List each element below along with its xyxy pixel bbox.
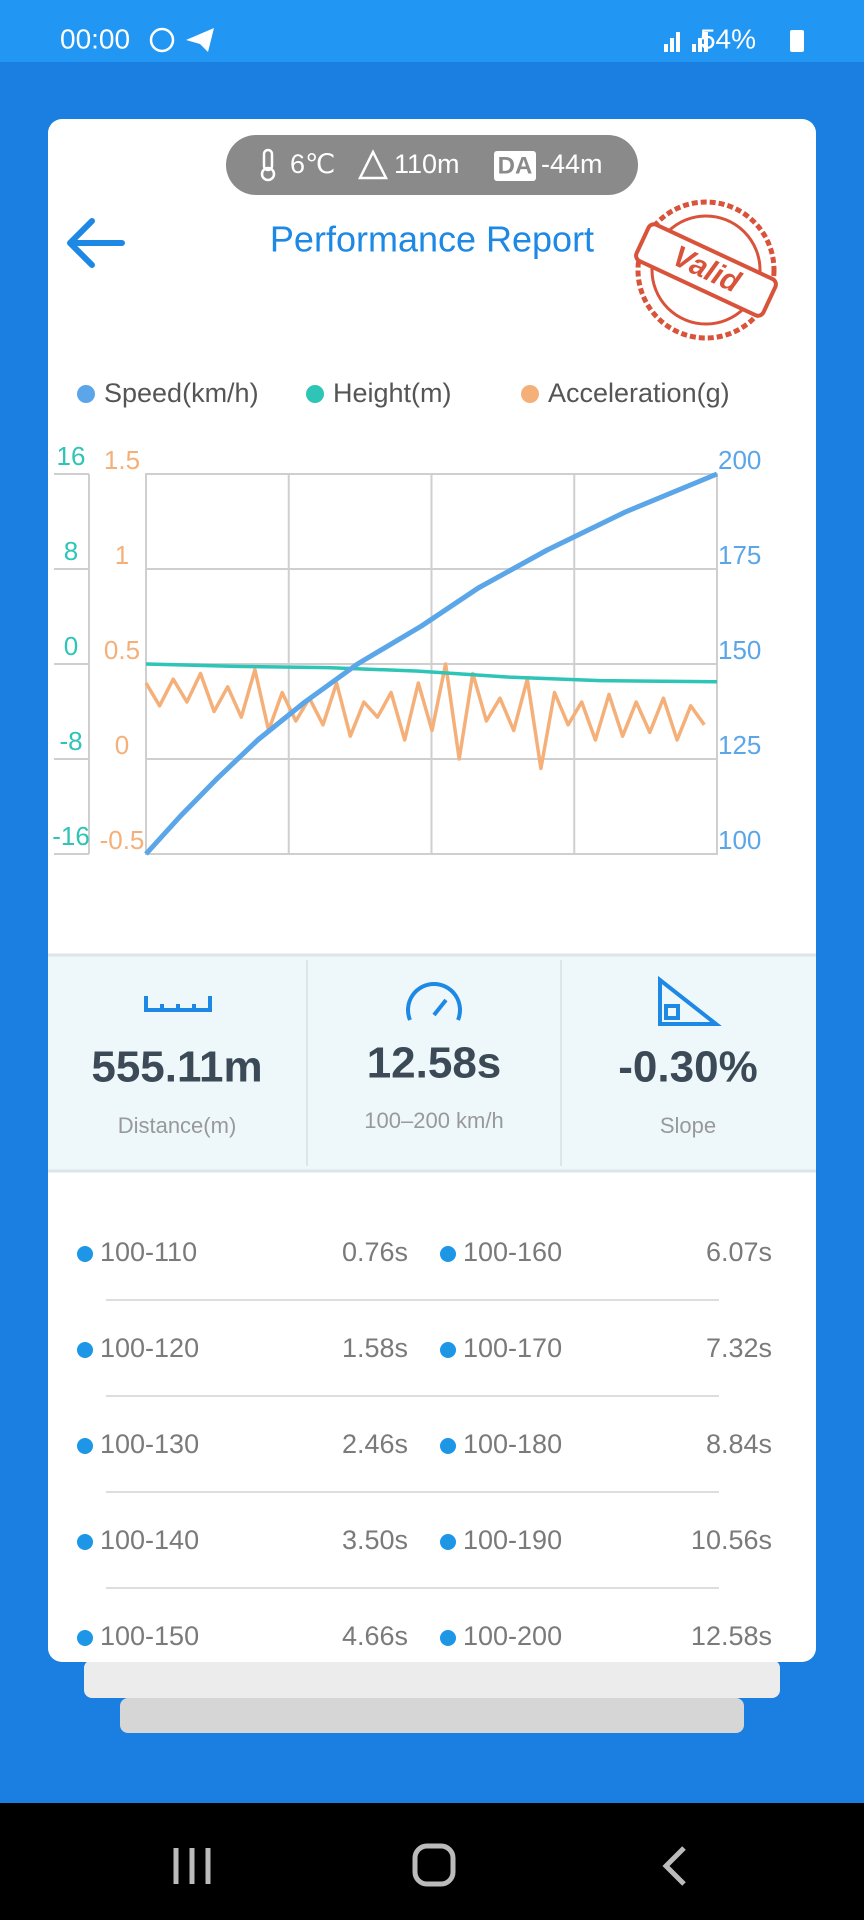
signal-icons (664, 32, 708, 52)
split-time: 10.56s (691, 1525, 772, 1555)
legend-label: Speed(km/h) (104, 378, 259, 408)
y2-tick-label: 16 (57, 441, 86, 471)
split-time: 4.66s (342, 1621, 408, 1651)
y3-tick-label: 1 (115, 540, 129, 570)
summary-label: Slope (660, 1113, 716, 1138)
legend-dot (306, 385, 324, 403)
status-time: 00:00 (60, 23, 130, 54)
split-range: 100-130 (100, 1429, 199, 1459)
y-tick-label: 175 (718, 540, 761, 570)
gauge-icon (406, 982, 462, 1021)
y-tick-label: 150 (718, 635, 761, 665)
status-icon (186, 28, 214, 52)
split-range: 100-170 (463, 1333, 562, 1363)
split-dot (440, 1246, 456, 1262)
split-time: 3.50s (342, 1525, 408, 1555)
status-battery: 54% (700, 23, 756, 54)
altitude: 110m (394, 149, 460, 179)
split-time: 2.46s (342, 1429, 408, 1459)
chart: 100 125 150 175 200 -16 -8 0 8 16 -0.5 0 0.5 1 1.5 Spee… (52, 378, 761, 856)
summary: 555.11m Distance(m) 12.58s 100–200 km/h -0.3… (91, 1039, 757, 1138)
ruler-icon (144, 996, 212, 1012)
y-tick-label: 125 (718, 730, 761, 760)
split-time: 12.58s (691, 1621, 772, 1651)
card-shadow (84, 1660, 780, 1698)
split-range: 100-110 (100, 1237, 197, 1267)
da-badge-text: DA (498, 152, 533, 179)
split-dot (440, 1438, 456, 1454)
page-title: Performance Report (270, 219, 594, 260)
series-line (144, 471, 718, 856)
thermometer-icon (260, 148, 276, 182)
split-range: 100-140 (100, 1525, 199, 1555)
split-dot (77, 1342, 93, 1358)
split-dot (440, 1534, 456, 1550)
card-shadow (120, 1698, 744, 1733)
y-tick-label: 100 (718, 825, 761, 855)
summary-label: 100–200 km/h (364, 1108, 503, 1133)
y3-tick-label: -0.5 (100, 825, 145, 855)
split-time: 7.32s (706, 1333, 772, 1363)
split-time: 8.84s (706, 1429, 772, 1459)
status-bar (0, 0, 864, 62)
split-dot (77, 1630, 93, 1646)
summary-label: Distance(m) (118, 1113, 237, 1138)
split-dot (440, 1342, 456, 1358)
summary-panel (48, 955, 816, 1171)
y3-tick-label: 1.5 (104, 445, 140, 475)
report-card (48, 119, 816, 1662)
battery-icon (790, 30, 804, 52)
summary-value: -0.30% (618, 1043, 757, 1092)
da-badge (494, 151, 536, 181)
y3-tick-label: 0.5 (104, 635, 140, 665)
y2-tick-label: 8 (64, 536, 78, 566)
split-range: 100-200 (463, 1621, 562, 1651)
y-tick-label: 200 (718, 445, 761, 475)
split-range: 100-190 (463, 1525, 562, 1555)
split-time: 0.76s (342, 1237, 408, 1267)
split-dot (77, 1438, 93, 1454)
split-range: 100-180 (463, 1429, 562, 1459)
temperature: 6℃ (290, 149, 335, 179)
split-dot (77, 1246, 93, 1262)
nav-buttons[interactable] (173, 1843, 686, 1887)
density-altitude: -44m (541, 149, 603, 179)
split-range: 100-150 (100, 1621, 199, 1651)
split-time: 1.58s (342, 1333, 408, 1363)
y2-tick-label: -16 (52, 821, 90, 851)
y2-tick-label: 0 (64, 631, 78, 661)
series-line (144, 662, 706, 771)
legend-dot (77, 385, 95, 403)
legend-label: Acceleration(g) (548, 378, 730, 408)
series-line (145, 662, 718, 684)
summary-value: 12.58s (367, 1039, 502, 1088)
legend-label: Height(m) (333, 378, 452, 408)
split-dot (440, 1630, 456, 1646)
slope-icon (658, 975, 722, 1026)
status-icon (149, 27, 175, 53)
y2-tick-label: -8 (59, 726, 82, 756)
split-range: 100-120 (100, 1333, 199, 1363)
mountain-icon (357, 149, 389, 180)
y3-tick-label: 0 (115, 730, 129, 760)
split-dot (77, 1534, 93, 1550)
split-time: 6.07s (706, 1237, 772, 1267)
splits: 100-110 0.76s 100-160 6.07s 100-120 1.58s 100-… (77, 1237, 772, 1651)
split-range: 100-160 (463, 1237, 562, 1267)
summary-value: 555.11m (91, 1043, 262, 1092)
nav-bar (0, 1803, 864, 1920)
back-button[interactable] (67, 218, 125, 268)
legend-dot (521, 385, 539, 403)
